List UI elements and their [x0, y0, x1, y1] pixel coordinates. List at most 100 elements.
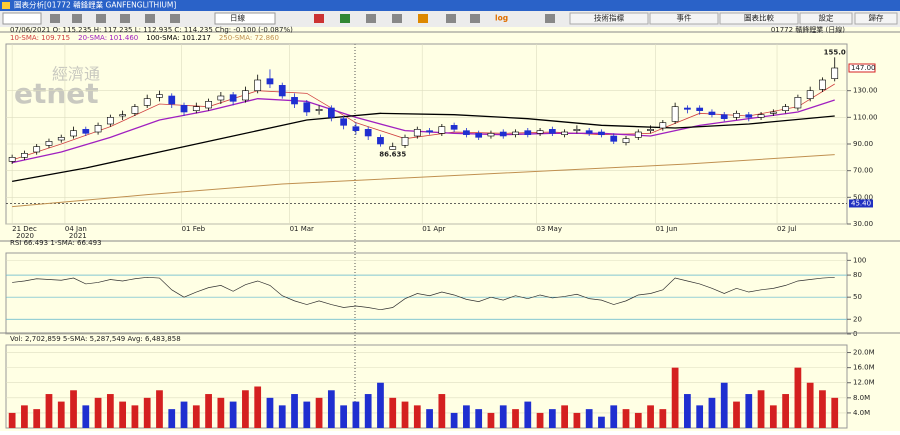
toolbar-button-label: 圖表比較: [744, 13, 774, 23]
candle-body: [475, 133, 483, 138]
candle-body: [45, 141, 53, 146]
title-bar: [0, 0, 900, 11]
y-tick-label: 0: [853, 330, 857, 338]
candle-body: [131, 106, 139, 114]
volume-bar: [278, 405, 286, 428]
volume-bar: [192, 405, 200, 428]
candle-body: [205, 101, 212, 109]
y-tick-label: 20: [853, 315, 862, 323]
toolbar-button[interactable]: [649, 12, 719, 25]
watermark-cn: 經濟通: [52, 65, 100, 84]
volume-bar: [769, 405, 777, 428]
candle-body: [720, 114, 728, 119]
volume-bar: [229, 401, 237, 428]
candle-body: [70, 130, 77, 137]
sma-line: [12, 112, 835, 182]
tool-icons[interactable]: [50, 14, 555, 23]
volume-bar: [585, 409, 593, 428]
volume-bar: [143, 397, 151, 428]
y-tick-label: 20.0M: [853, 349, 875, 357]
toolbar-button-label: 設定: [819, 13, 834, 23]
toolbar-button[interactable]: [799, 12, 853, 25]
candle-body: [106, 117, 114, 125]
symbol-label: 01772 贛鋒鋰業 (日線): [771, 25, 845, 34]
toolbar-button[interactable]: [854, 12, 898, 25]
volume-bar: [413, 405, 421, 428]
candle-body: [315, 109, 323, 111]
candle-body: [598, 131, 605, 135]
x-tick-label: 03 May: [536, 225, 562, 233]
volume-bar: [205, 394, 212, 428]
volume-bar: [242, 390, 249, 428]
legend-entry: 10-SMA: 109.715: [10, 34, 70, 42]
year-label: 2021: [69, 232, 87, 240]
volume-bar: [377, 382, 384, 428]
candle-body: [610, 135, 618, 142]
volume-bar: [634, 412, 642, 428]
volume-bar: [696, 405, 704, 428]
volume-bar: [610, 405, 618, 428]
candle-body: [561, 131, 568, 135]
volume-bar: [340, 405, 348, 428]
y-tick-label: 4.0M: [853, 409, 870, 417]
candle-body: [278, 85, 286, 97]
y-tick-label: 8.0M: [853, 394, 870, 402]
candle-body: [733, 113, 740, 118]
volume-bar: [561, 405, 568, 428]
panel-info: Vol: 2,702,859 5-SMA: 5,287,549 Avg: 6,4…: [10, 335, 181, 343]
x-tick-label: 21 Dec: [12, 225, 37, 233]
volume-bar: [806, 382, 814, 428]
volume-bar: [180, 401, 188, 428]
candle-body: [266, 78, 274, 85]
sma-line: [12, 83, 835, 161]
candle-body: [229, 94, 237, 102]
candle-body: [745, 114, 753, 118]
volume-bar: [254, 386, 262, 428]
toolbar-button[interactable]: [569, 12, 649, 25]
year-label: 2020: [16, 232, 34, 240]
volume-bar: [499, 405, 507, 428]
volume-bar: [426, 409, 433, 428]
volume-bar: [831, 397, 839, 428]
candle-body: [782, 106, 789, 111]
volume-bar: [389, 397, 397, 428]
toolbar-button-label: 技術指標: [594, 13, 624, 23]
y-tick-label: 100: [853, 256, 866, 264]
volume-bar: [622, 409, 630, 428]
volume-bar: [106, 394, 114, 428]
volume-bar: [671, 367, 679, 428]
candle-body: [254, 79, 262, 91]
interval-select[interactable]: [214, 12, 276, 25]
symbol-input[interactable]: [2, 12, 42, 25]
candle-body: [82, 129, 90, 134]
volume-bar: [217, 397, 225, 428]
volume-bar: [782, 394, 789, 428]
candle-body: [413, 129, 421, 137]
log-toggle[interactable]: log: [495, 14, 508, 23]
toolbar-button[interactable]: [719, 12, 799, 25]
volume-bar: [598, 416, 605, 428]
toolbar-button-label: 歸存: [869, 13, 884, 23]
volume-bar: [168, 409, 176, 428]
price-annotation: 155.0: [824, 48, 846, 56]
volume-bar: [303, 401, 311, 428]
volume-bar: [291, 394, 298, 428]
volume-bar: [548, 409, 556, 428]
volume-bar: [8, 412, 16, 428]
candle-body: [401, 137, 409, 146]
candle-body: [192, 106, 200, 111]
volume-bar: [156, 390, 163, 428]
volume-bar: [94, 397, 102, 428]
volume-bar: [524, 401, 532, 428]
volume-bar: [720, 382, 728, 428]
candle-body: [217, 95, 225, 101]
x-tick-label: 01 Apr: [422, 225, 445, 233]
candle-body: [684, 107, 691, 110]
candle-body: [806, 90, 814, 99]
volume-bar: [119, 401, 127, 428]
volume-bar: [659, 409, 667, 428]
candle-body: [21, 153, 28, 158]
volume-bar: [266, 397, 274, 428]
candle-body: [450, 125, 458, 130]
